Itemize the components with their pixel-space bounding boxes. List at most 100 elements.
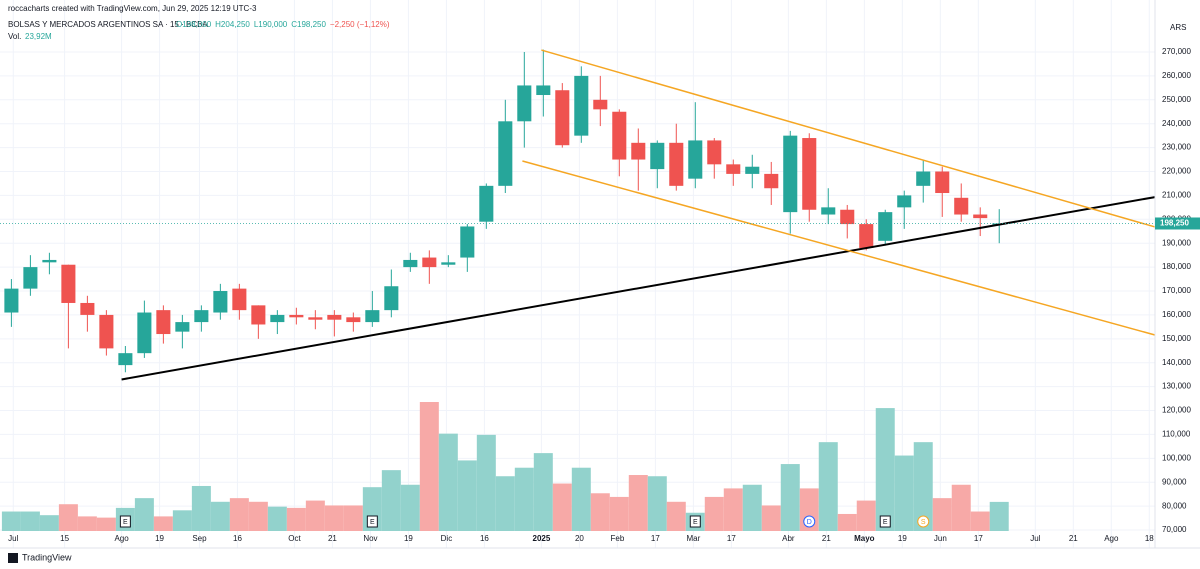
candle-body xyxy=(42,259,57,263)
candle-body xyxy=(80,302,95,315)
x-tick-label: 18 xyxy=(1145,534,1154,543)
volume-bar xyxy=(628,475,648,531)
y-tick-label: 110,000 xyxy=(1162,430,1191,439)
volume-bar xyxy=(723,488,743,531)
candle-body xyxy=(61,264,76,303)
y-tick-label: 260,000 xyxy=(1162,71,1191,80)
ohlc-item: −2,250 (−1,12%) xyxy=(330,20,390,29)
candle-body xyxy=(289,314,304,318)
y-tick-label: 270,000 xyxy=(1162,47,1191,56)
x-tick-label: Jul xyxy=(1030,534,1040,543)
vol-label: Vol. xyxy=(8,32,21,41)
event-marker xyxy=(917,515,930,528)
candle-body xyxy=(460,226,475,258)
event-label: E xyxy=(370,519,375,526)
x-tick-label: 17 xyxy=(651,534,660,543)
x-tick-label: 19 xyxy=(898,534,907,543)
ohlc-item: O198,000 xyxy=(176,20,212,29)
volume-bar xyxy=(666,501,686,531)
candle-body xyxy=(441,262,456,265)
x-tick-label: Oct xyxy=(288,534,301,543)
candle-body xyxy=(479,185,494,222)
volume-bar xyxy=(457,460,477,531)
candle-body xyxy=(669,142,684,186)
y-tick-label: 70,000 xyxy=(1162,525,1187,534)
y-tick-label: 150,000 xyxy=(1162,334,1191,343)
volume-bar xyxy=(20,511,40,531)
candle-body xyxy=(783,135,798,213)
event-marker xyxy=(119,515,131,528)
volume-bar xyxy=(419,402,439,531)
candle-body xyxy=(346,317,361,323)
y-tick-label: 80,000 xyxy=(1162,501,1187,510)
volume-bar xyxy=(780,464,800,531)
volume-bar xyxy=(647,476,667,531)
last-price-label: 198,250 xyxy=(1160,219,1189,228)
x-tick-label: Mar xyxy=(686,534,700,543)
trendline xyxy=(522,160,1156,336)
volume-bar xyxy=(58,504,78,531)
volume-bar xyxy=(305,500,325,531)
volume-bar xyxy=(932,498,952,531)
volume-bar xyxy=(324,505,344,531)
volume-bar xyxy=(286,507,306,531)
candle-body xyxy=(99,314,114,349)
volume-bar xyxy=(381,470,401,531)
x-tick-label: 21 xyxy=(328,534,337,543)
axes-layer: ARS 70,000 80,000 90,000 100,000 110,000 120,… xyxy=(0,0,1200,549)
x-tick-label: 19 xyxy=(404,534,413,543)
volume-bar xyxy=(742,484,762,531)
y-tick-label: 120,000 xyxy=(1162,406,1191,415)
candle-body xyxy=(384,286,399,311)
candle-body xyxy=(23,267,38,289)
y-tick-label: 180,000 xyxy=(1162,262,1191,271)
volume-bar xyxy=(590,493,610,531)
x-tick-label: 21 xyxy=(822,534,831,543)
candle-body xyxy=(726,164,741,174)
volume-bar xyxy=(970,511,990,531)
x-tick-label: 16 xyxy=(480,534,489,543)
volume-bar xyxy=(476,434,496,531)
volume-layer xyxy=(1,402,1009,531)
candle-body xyxy=(840,209,855,225)
candle-body xyxy=(156,310,171,335)
candle-body xyxy=(517,85,532,122)
y-tick-label: 220,000 xyxy=(1162,167,1191,176)
candle-body xyxy=(213,291,228,313)
ohlc-item: L190,000 xyxy=(254,20,288,29)
x-tick-label: Feb xyxy=(610,534,624,543)
volume-bar xyxy=(514,467,534,531)
event-marker xyxy=(803,515,816,528)
candle-body xyxy=(878,212,893,241)
y-tick-label: 90,000 xyxy=(1162,477,1187,486)
y-tick-label: 250,000 xyxy=(1162,95,1191,104)
event-marker xyxy=(689,515,701,528)
candle-body xyxy=(365,310,380,323)
candle-body xyxy=(251,305,266,325)
y-tick-label: 160,000 xyxy=(1162,310,1191,319)
volume-bar xyxy=(761,505,781,531)
x-tick-label: 17 xyxy=(727,534,736,543)
ohlc: O198,000 H204,250 L190,000 C198,250 −2,250 (… xyxy=(176,20,390,29)
candle-body xyxy=(859,224,874,248)
candle-body xyxy=(194,310,209,323)
candle-body xyxy=(327,314,342,320)
volume-bar xyxy=(172,510,192,531)
event-label: S xyxy=(921,519,926,526)
event-label: D xyxy=(807,519,812,526)
candle-body xyxy=(916,171,931,186)
candle-body xyxy=(650,142,665,170)
x-tick-label: 15 xyxy=(60,534,69,543)
candle-body xyxy=(308,317,323,320)
y-tick-label: 190,000 xyxy=(1162,238,1191,247)
candle-body xyxy=(422,257,437,268)
volume-bar xyxy=(609,496,629,531)
candle-body xyxy=(745,166,760,174)
candle-body xyxy=(631,142,646,160)
x-tick-label: Ago xyxy=(114,534,129,543)
y-tick-label: 140,000 xyxy=(1162,358,1191,367)
candle-body xyxy=(973,214,988,219)
volume-bar xyxy=(875,408,895,531)
symbol: BOLSAS Y MERCADOS ARGENTINOS SA · 15 · B… xyxy=(8,20,208,29)
volume-bar xyxy=(210,501,230,531)
